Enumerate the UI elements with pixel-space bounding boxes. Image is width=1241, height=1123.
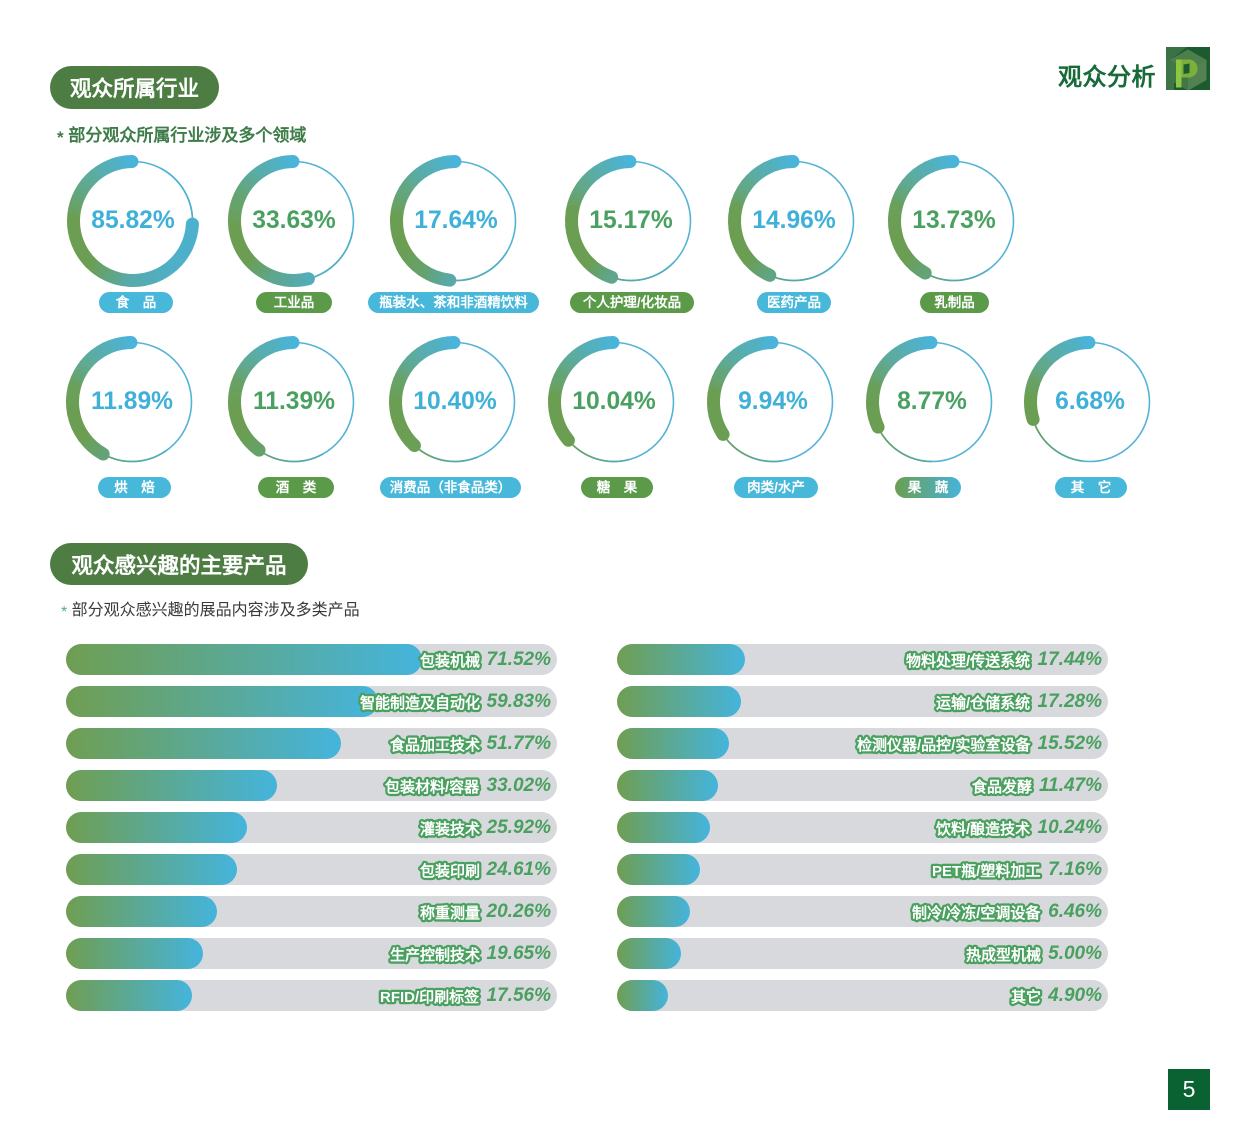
svg-text:热成型机械: 热成型机械 (966, 946, 1041, 964)
svg-text:食品加工技术: 食品加工技术 (390, 736, 480, 754)
svg-text:灌装技术: 灌装技术 (420, 820, 480, 838)
svg-text:RFID/印刷标签: RFID/印刷标签 (380, 988, 480, 1006)
svg-text:物料处理/传送系统: 物料处理/传送系统 (906, 652, 1030, 670)
svg-text:检测仪器/品控/实验室设备: 检测仪器/品控/实验室设备 (857, 736, 1031, 754)
svg-text:制冷/冷冻/空调设备: 制冷/冷冻/空调设备 (912, 904, 1041, 922)
svg-text:生产控制技术: 生产控制技术 (390, 946, 480, 964)
svg-text:包装印刷: 包装印刷 (420, 862, 480, 880)
svg-text:饮料/酿造技术: 饮料/酿造技术 (935, 820, 1030, 838)
svg-text:PET瓶/塑料加工: PET瓶/塑料加工 (932, 862, 1040, 880)
svg-text:食品发酵: 食品发酵 (972, 778, 1032, 796)
svg-text:包装机械: 包装机械 (420, 652, 480, 670)
svg-text:包装材料/容器: 包装材料/容器 (385, 778, 480, 796)
svg-text:运输/仓储系统: 运输/仓储系统 (936, 694, 1030, 712)
svg-text:其它: 其它 (1011, 988, 1041, 1006)
svg-text:智能制造及自动化: 智能制造及自动化 (360, 694, 480, 712)
svg-text:称重测量: 称重测量 (420, 904, 480, 922)
